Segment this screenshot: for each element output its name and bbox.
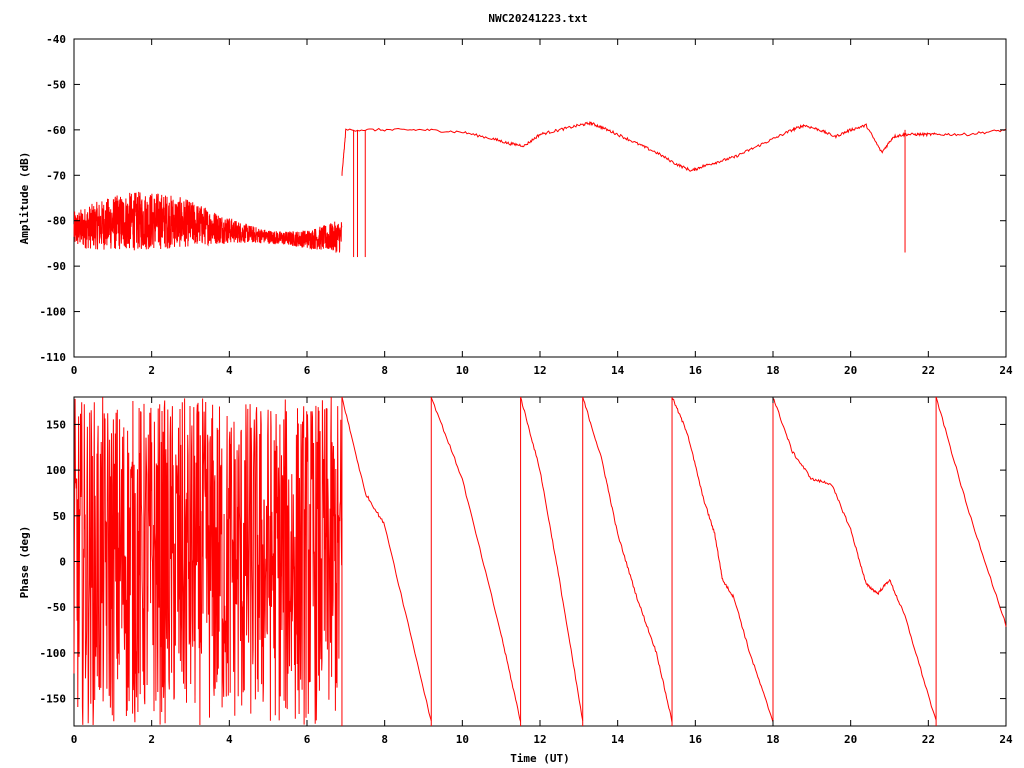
time-x-label: Time (UT) — [510, 752, 570, 765]
phase-y-tick-label: 0 — [59, 556, 66, 569]
phase-x-tick-label: 24 — [999, 733, 1013, 746]
amplitude-x-tick-label: 22 — [922, 364, 935, 377]
phase-y-tick-label: -100 — [40, 647, 67, 660]
phase-traces — [73, 396, 1007, 726]
amplitude-y-tick-label: -110 — [40, 351, 67, 364]
phase-y-tick-label: 150 — [46, 418, 66, 431]
phase-segment-line — [520, 396, 584, 721]
phase-x-tick-label: 2 — [148, 733, 155, 746]
phase-segment-line — [772, 397, 937, 721]
phase-y-label: Phase (deg) — [18, 526, 31, 599]
amplitude-x-tick-label: 12 — [533, 364, 546, 377]
phase-noise-trace — [73, 397, 343, 726]
amplitude-y-tick-label: -60 — [46, 124, 66, 137]
phase-y-tick-label: 50 — [53, 510, 66, 523]
amplitude-y-tick-label: -80 — [46, 215, 66, 228]
phase-x-tick-label: 4 — [226, 733, 233, 746]
amplitude-series-line — [341, 121, 1007, 176]
amplitude-y-tick-label: -70 — [46, 169, 66, 182]
phase-segment-line — [341, 396, 432, 721]
chart-title: NWC20241223.txt — [488, 12, 587, 25]
phase-x-tick-label: 0 — [71, 733, 78, 746]
amplitude-y-label: Amplitude (dB) — [18, 152, 31, 245]
phase-segment-line — [935, 396, 1007, 627]
amplitude-y-tick-label: -90 — [46, 260, 66, 273]
phase-y-tick-label: -150 — [40, 693, 67, 706]
phase-x-tick-label: 18 — [766, 733, 779, 746]
phase-x-tick-label: 14 — [611, 733, 625, 746]
phase-segment-line — [430, 397, 522, 722]
phase-x-tick-label: 10 — [456, 733, 469, 746]
amplitude-plot-frame — [73, 38, 1007, 358]
amplitude-y-tick-label: -100 — [40, 306, 67, 319]
amplitude-x-tick-label: 24 — [999, 364, 1013, 377]
amplitude-x-tick-label: 2 — [148, 364, 155, 377]
amplitude-axes: 0 2 4 6 8 10 12 14 16 18 20 22 24-40-50-60-70-80-90-… — [40, 33, 1013, 377]
phase-y-tick-label: -50 — [46, 601, 66, 614]
amplitude-x-tick-label: 4 — [226, 364, 233, 377]
amplitude-x-tick-label: 18 — [766, 364, 779, 377]
amplitude-x-tick-label: 8 — [381, 364, 388, 377]
phase-segment-line — [582, 396, 673, 723]
amplitude-x-tick-label: 16 — [689, 364, 703, 377]
phase-y-tick-label: 100 — [46, 464, 66, 477]
amplitude-x-tick-label: 0 — [71, 364, 78, 377]
amplitude-noise-trace — [73, 191, 343, 253]
amplitude-x-tick-label: 14 — [611, 364, 625, 377]
amplitude-y-tick-label: -40 — [46, 33, 66, 46]
phase-x-tick-label: 22 — [922, 733, 935, 746]
phase-x-tick-label: 6 — [304, 733, 311, 746]
phase-segment-line — [671, 397, 774, 723]
phase-panel: 0 2 4 6 8 10 12 14 16 18 20 22 24150100500-50-100-15… — [18, 396, 1013, 765]
amplitude-traces — [73, 121, 1007, 258]
phase-x-tick-label: 8 — [381, 733, 388, 746]
amplitude-panel: 0 2 4 6 8 10 12 14 16 18 20 22 24-40-50-60-70-80-90-… — [18, 33, 1013, 377]
amplitude-x-tick-label: 10 — [456, 364, 469, 377]
amplitude-x-tick-label: 20 — [844, 364, 857, 377]
phase-x-tick-label: 20 — [844, 733, 857, 746]
phase-axes: 0 2 4 6 8 10 12 14 16 18 20 22 24150100500-50-100-15… — [40, 397, 1013, 746]
amplitude-y-tick-label: -50 — [46, 78, 66, 91]
amplitude-x-tick-label: 6 — [304, 364, 311, 377]
phase-x-tick-label: 16 — [689, 733, 703, 746]
phase-x-tick-label: 12 — [533, 733, 546, 746]
